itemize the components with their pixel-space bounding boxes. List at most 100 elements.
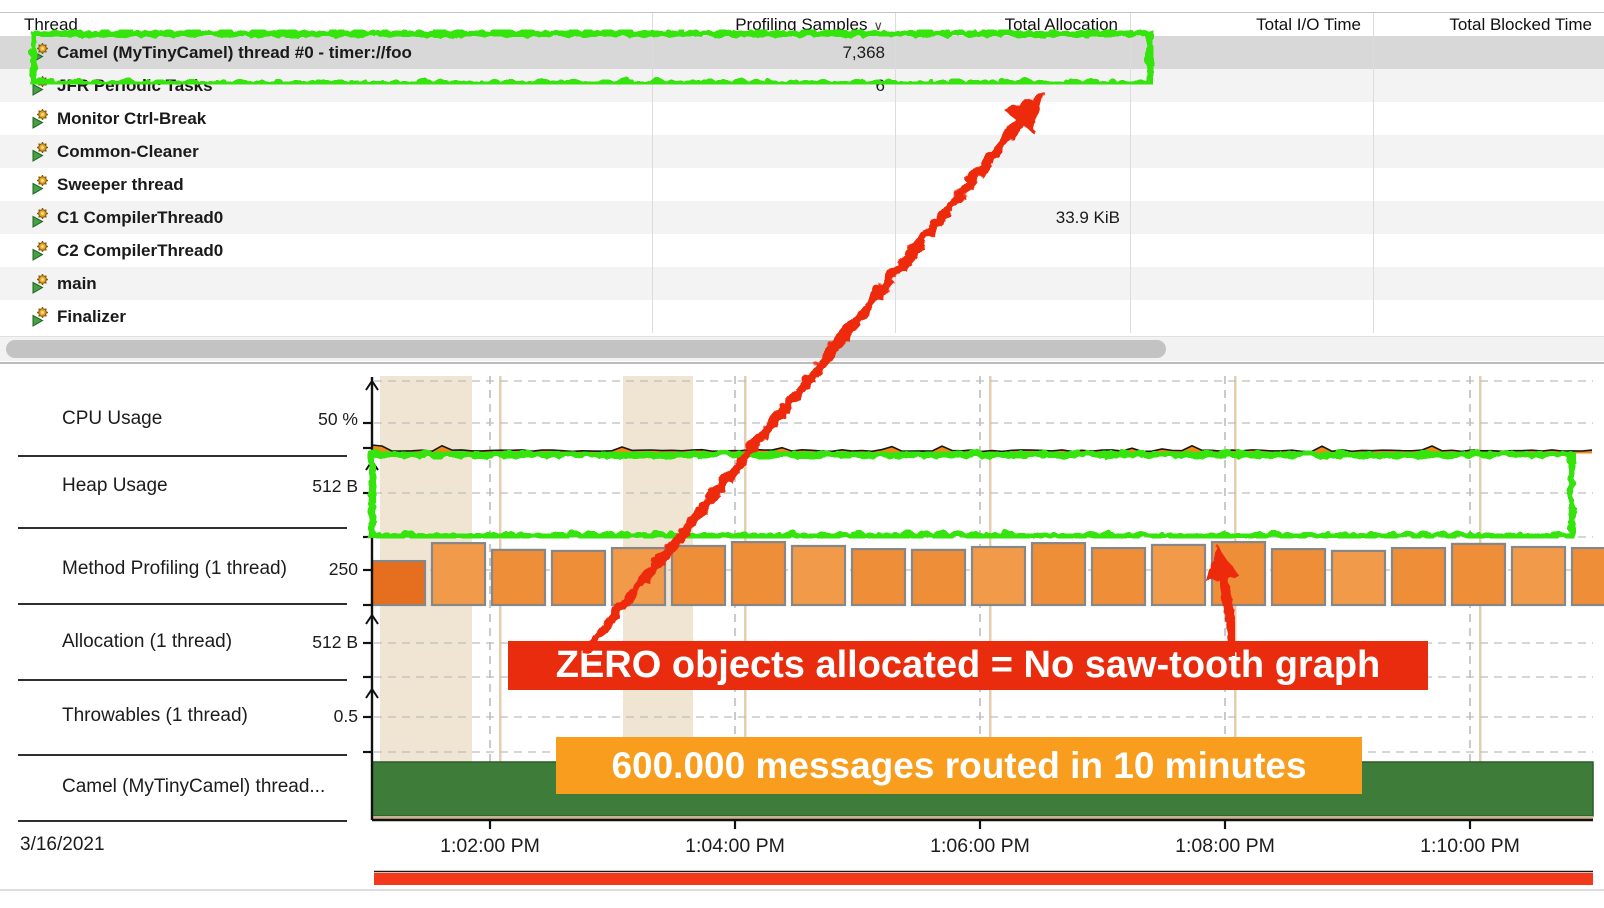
column-header-total-i-o-time[interactable]: Total I/O Time (1130, 13, 1361, 36)
date-label: 3/16/2021 (20, 834, 105, 855)
thread-name-cell: main (0, 267, 652, 300)
method-profiling-bar[interactable] (1450, 542, 1507, 607)
thread-table-row[interactable]: C2 CompilerThread0 (0, 234, 1604, 267)
red-annotation-banner: ZERO objects allocated = No saw-tooth gr… (508, 641, 1428, 690)
table-bottom-border (0, 362, 1604, 364)
thread-name: main (57, 274, 97, 293)
method-profiling-bar[interactable] (970, 545, 1027, 607)
column-header-label: Thread (24, 15, 78, 34)
lane-separator (18, 603, 347, 605)
thread-icon (32, 241, 48, 261)
value-cell-total_io_time (1130, 300, 1363, 333)
timeline-chart-plot[interactable]: 1:02:00 PM 1:04:00 PM 1:06:00 PM 1:08:00 PM… (0, 370, 1604, 908)
horizontal-scrollbar[interactable] (0, 336, 1604, 361)
method-profiling-bar[interactable] (850, 547, 907, 607)
thread-icon (32, 76, 48, 96)
column-header-label: Profiling Samples (735, 15, 868, 34)
thread-table-header: Thread Profiling Samples ∨ Total Allocation… (0, 13, 1604, 36)
method-profiling-bar[interactable] (790, 544, 847, 607)
lane-axis-tick-value-3: 512 B (312, 632, 358, 652)
lane-separator (18, 527, 347, 529)
method-profiling-bar[interactable] (1570, 546, 1604, 607)
scrollbar-thumb[interactable] (6, 340, 1166, 358)
lane-axis-tick-value-0: 50 % (318, 409, 358, 429)
lane-separator (18, 820, 347, 822)
value-cell-total_blocked_time (1373, 36, 1594, 69)
thread-table-row[interactable]: Monitor Ctrl-Break (0, 102, 1604, 135)
thread-table-row[interactable]: Sweeper thread (0, 168, 1604, 201)
thread-icon (32, 43, 48, 63)
column-divider (895, 13, 896, 333)
thread-name: C2 CompilerThread0 (57, 241, 224, 260)
thread-icon (32, 175, 48, 195)
column-header-total-blocked-time[interactable]: Total Blocked Time (1373, 13, 1592, 36)
method-profiling-bar[interactable] (1330, 549, 1387, 607)
method-profiling-bar[interactable] (910, 548, 967, 607)
lane-label-2: Method Profiling (1 thread) (62, 558, 287, 579)
value-cell-total_allocation (895, 69, 1120, 102)
method-profiling-bar[interactable] (1510, 545, 1567, 607)
thread-table-row[interactable]: Finalizer (0, 300, 1604, 333)
column-header-label: Total I/O Time (1256, 15, 1361, 34)
method-profiling-bar[interactable] (1270, 547, 1327, 607)
value-cell-total_blocked_time (1373, 69, 1594, 102)
method-profiling-bar[interactable] (610, 546, 667, 607)
method-profiling-bar[interactable] (370, 559, 427, 607)
lane-label-3: Allocation (1 thread) (62, 631, 233, 652)
method-profiling-bar[interactable] (550, 549, 607, 607)
orange-annotation-banner: 600.000 messages routed in 10 minutes (556, 737, 1362, 794)
thread-table-row[interactable]: Common-Cleaner (0, 135, 1604, 168)
column-header-thread[interactable]: Thread (24, 13, 652, 36)
column-header-total-allocation[interactable]: Total Allocation (895, 13, 1118, 36)
value-cell-total_io_time (1130, 102, 1363, 135)
thread-name-cell: Camel (MyTinyCamel) thread #0 - timer://… (0, 36, 652, 69)
method-profiling-bar[interactable] (1390, 546, 1447, 607)
axis-arrow (365, 687, 379, 699)
thread-table-row[interactable]: main (0, 267, 1604, 300)
lane-separator (18, 679, 347, 681)
thread-name-cell: Monitor Ctrl-Break (0, 102, 652, 135)
thread-table-row[interactable]: JFR Periodic Tasks 6 (0, 69, 1604, 102)
thread-name: JFR Periodic Tasks (57, 76, 213, 95)
value-cell-profiling_samples: 7,368 (842, 43, 885, 62)
thread-name: Monitor Ctrl-Break (57, 109, 207, 128)
thread-name: Finalizer (57, 307, 126, 326)
method-profiling-bar[interactable] (1030, 542, 1087, 607)
value-cell-total_io_time (1130, 135, 1363, 168)
method-profiling-bar[interactable] (1210, 540, 1267, 607)
column-divider (1130, 13, 1131, 333)
method-profiling-bar[interactable] (1090, 546, 1147, 607)
lane-separator (18, 754, 347, 756)
column-header-label: Total Blocked Time (1449, 15, 1592, 34)
value-cell-total_allocation (895, 234, 1120, 267)
thread-name: Camel (MyTinyCamel) thread #0 - timer://… (57, 43, 412, 62)
method-profiling-bar[interactable] (430, 542, 487, 607)
value-cell-total_io_time (1130, 168, 1363, 201)
thread-table-row[interactable]: Camel (MyTinyCamel) thread #0 - timer://… (0, 36, 1604, 69)
range-selector-bar[interactable] (374, 873, 1593, 885)
axis-arrow (365, 379, 379, 391)
thread-name-cell: Finalizer (0, 300, 652, 333)
method-profiling-bar[interactable] (730, 540, 787, 607)
method-profiling-bar[interactable] (1150, 543, 1207, 607)
column-header-label: Total Allocation (1004, 15, 1118, 34)
method-profiling-bar[interactable] (490, 548, 547, 607)
lane-label-4: Throwables (1 thread) (62, 705, 248, 726)
value-cell-profiling_samples (652, 234, 885, 267)
value-cell-total_blocked_time (1373, 201, 1594, 234)
lane-label-0: CPU Usage (62, 408, 163, 429)
thread-name-cell: Common-Cleaner (0, 135, 652, 168)
thread-name: Common-Cleaner (57, 142, 199, 161)
value-cell-total_blocked_time (1373, 102, 1594, 135)
thread-name-cell: C1 CompilerThread0 (0, 201, 652, 234)
method-profiling-bar[interactable] (670, 544, 727, 607)
axis-shadow-strip (372, 816, 1593, 819)
column-header-profiling-samples[interactable]: Profiling Samples ∨ (652, 13, 883, 36)
thread-icon (32, 208, 48, 228)
lane-label-1: Heap Usage (62, 475, 168, 496)
value-cell-total_blocked_time (1373, 300, 1594, 333)
thread-table-row[interactable]: C1 CompilerThread0 33.9 KiB (0, 201, 1604, 234)
value-cell-total_blocked_time (1373, 267, 1594, 300)
value-cell-total_allocation (895, 135, 1120, 168)
